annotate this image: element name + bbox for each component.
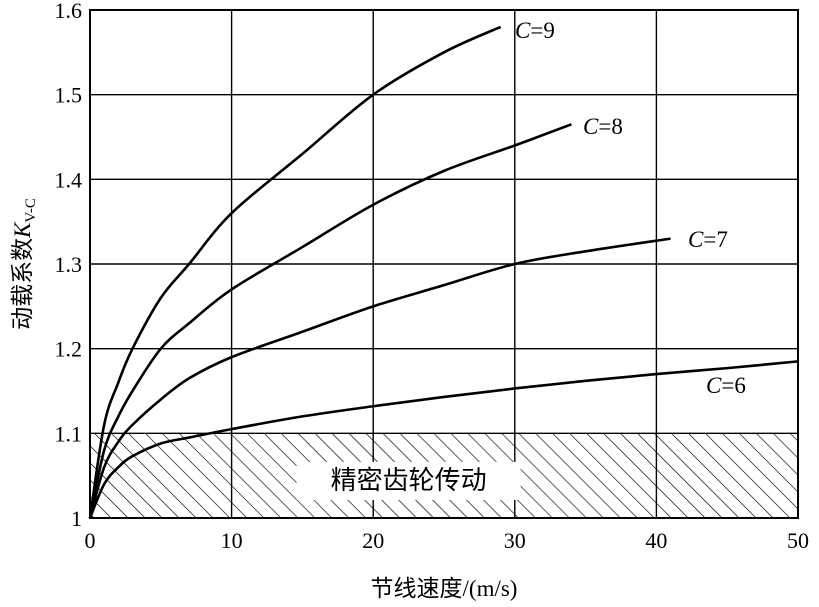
x-tick-label-3: 30 bbox=[504, 528, 526, 553]
series-line-3 bbox=[88, 237, 671, 519]
series-label-4: C=6 bbox=[706, 373, 746, 398]
x-tick-label-1: 10 bbox=[221, 528, 243, 553]
hatch-region-label: 精密齿轮传动 bbox=[331, 466, 487, 495]
series-line-4 bbox=[88, 360, 799, 519]
y-tick-label-2: 1.2 bbox=[55, 337, 83, 362]
y-tick-label-1: 1.1 bbox=[55, 421, 83, 446]
series-label-1: C=9 bbox=[515, 18, 555, 43]
y-tick-label-4: 1.4 bbox=[55, 167, 83, 192]
plot-frame bbox=[89, 9, 799, 519]
x-tick-label-5: 50 bbox=[787, 528, 809, 553]
series-label-3: C=7 bbox=[688, 227, 728, 252]
series-label-2: C=8 bbox=[583, 114, 623, 139]
y-tick-label-5: 1.5 bbox=[55, 83, 83, 108]
series-line-1 bbox=[88, 25, 502, 519]
y-tick-label-6: 1.6 bbox=[55, 0, 83, 23]
y-axis-title: 动载系数KV-C bbox=[10, 198, 39, 330]
x-axis-title: 节线速度/(m/s) bbox=[371, 576, 518, 601]
y-tick-label-0: 1 bbox=[71, 506, 82, 531]
x-tick-label-2: 20 bbox=[362, 528, 384, 553]
x-tick-label-0: 0 bbox=[85, 528, 96, 553]
hatch-label-background bbox=[296, 461, 521, 500]
series-line-2 bbox=[88, 123, 572, 519]
y-tick-label-3: 1.3 bbox=[55, 252, 83, 277]
x-tick-label-4: 40 bbox=[645, 528, 667, 553]
